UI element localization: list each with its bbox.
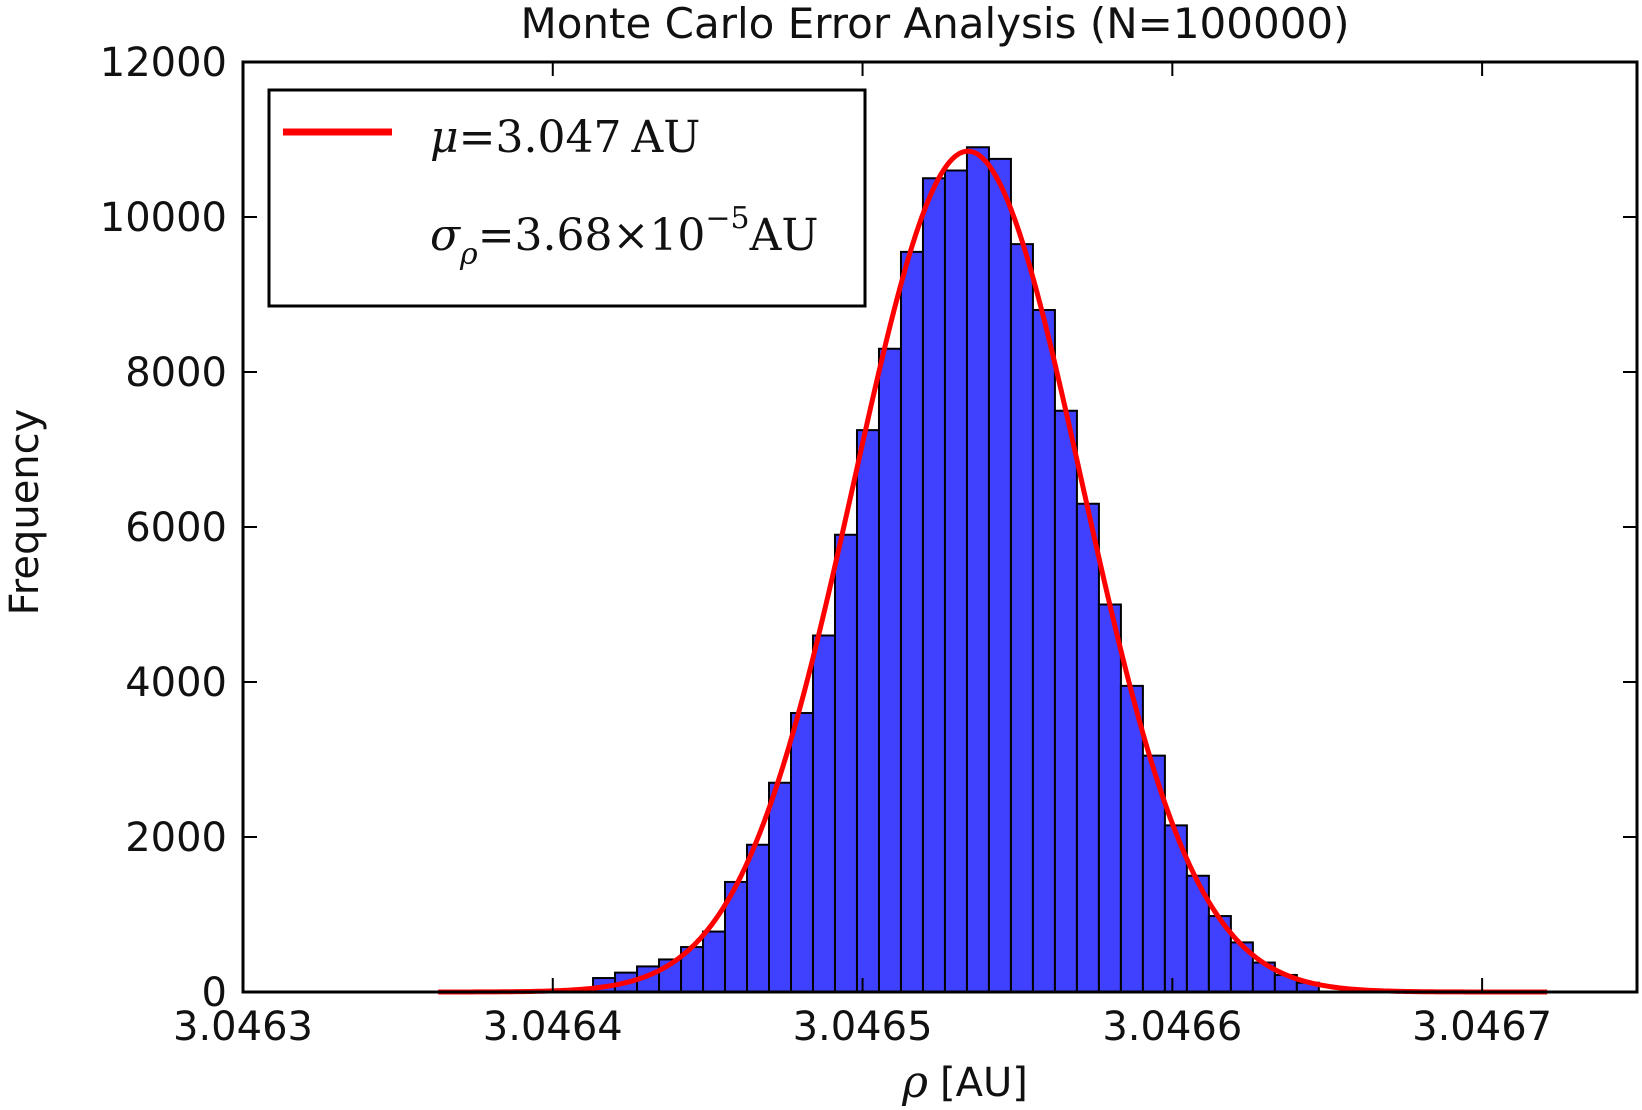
x-tick-label: 3.0465 — [793, 1004, 933, 1050]
histogram-bar — [768, 781, 792, 993]
y-axis-label: Frequency — [2, 409, 48, 616]
histogram-bar — [833, 533, 858, 993]
y-tick-label: 8000 — [125, 350, 227, 396]
legend-sigma-unit: AU — [749, 210, 819, 261]
legend-sigma-symbol: σ — [430, 210, 462, 261]
legend-box — [267, 88, 867, 308]
gaussian-fit-line — [438, 148, 1548, 995]
legend-mu-value: =3.047 — [459, 112, 622, 163]
legend: μ=3.047 AU σρ=3.68×10−5AU — [267, 88, 867, 308]
histogram-bar — [855, 429, 880, 993]
histogram-bar — [1009, 243, 1034, 993]
y-tick-label: 4000 — [125, 660, 227, 706]
histogram-bar — [921, 177, 946, 993]
y-tick-label: 2000 — [125, 815, 227, 861]
histogram-bar — [1097, 603, 1122, 993]
legend-sigma-exponent: −5 — [705, 201, 749, 236]
histogram-bar — [899, 250, 924, 993]
x-tick-label: 3.0463 — [173, 1004, 313, 1050]
x-axis-label: ρ [AU] — [901, 1057, 1028, 1108]
x-axis-label-unit: [AU] — [940, 1060, 1028, 1106]
histogram-bar — [965, 146, 990, 993]
histogram-bar — [789, 712, 814, 993]
histogram-bar — [1075, 502, 1100, 993]
histogram-bar — [1053, 409, 1078, 993]
histogram-bar — [987, 157, 1012, 993]
chart-title: Monte Carlo Error Analysis (N=100000) — [520, 0, 1349, 48]
y-ticks: 0 2000 4000 6000 8000 10000 12000 — [100, 40, 1637, 1016]
x-tick-label: 3.0466 — [1102, 1004, 1242, 1050]
x-ticks: 3.0463 3.0464 3.0465 3.0466 3.0467 — [173, 62, 1552, 1050]
histogram-bar — [1119, 684, 1144, 993]
gaussian-fit-layer — [438, 148, 1548, 995]
histogram-bar — [1031, 309, 1056, 993]
legend-sigma-entry: σρ=3.68×10−5AU — [430, 201, 818, 272]
histogram-bar — [943, 169, 968, 993]
histogram-bar — [877, 347, 902, 993]
y-tick-label: 0 — [202, 970, 227, 1016]
legend-mu-unit: AU — [630, 112, 700, 163]
legend-mu-entry: μ=3.047 AU — [430, 112, 700, 163]
legend-mu-symbol: μ — [430, 112, 459, 163]
histogram-bar — [811, 634, 836, 993]
legend-sigma-value: =3.68×10 — [478, 210, 706, 261]
y-tick-label: 10000 — [100, 195, 227, 241]
legend-sigma-subscript: ρ — [459, 237, 478, 272]
x-tick-label: 3.0464 — [483, 1004, 623, 1050]
x-axis-label-symbol: ρ — [901, 1057, 928, 1108]
histogram-bar — [702, 930, 727, 993]
y-tick-label: 12000 — [100, 40, 227, 86]
histogram-bar — [746, 843, 771, 993]
y-tick-label: 6000 — [125, 505, 227, 551]
x-tick-label: 3.0467 — [1412, 1004, 1552, 1050]
